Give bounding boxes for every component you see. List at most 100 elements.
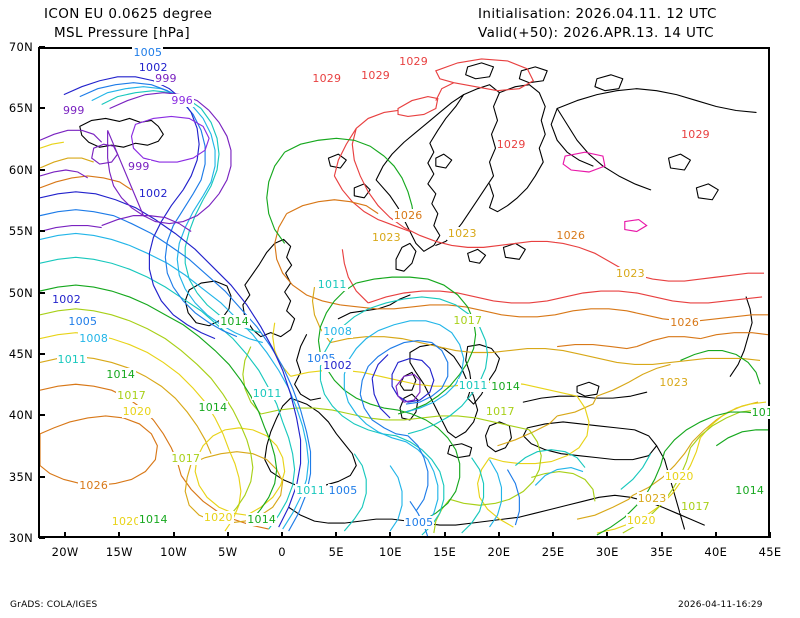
- contour-value-label: 999: [61, 103, 86, 117]
- y-axis-tick-mark: [39, 107, 45, 110]
- contour-value-label: 1026: [555, 229, 587, 243]
- x-axis-tick-mark: [497, 532, 500, 538]
- contour-value-label: 1008: [322, 324, 354, 338]
- field-title: MSL Pressure [hPa]: [54, 25, 191, 41]
- initialisation-time: Initialisation: 2026.04.11. 12 UTC: [478, 6, 717, 22]
- contour-value-label: 1017: [452, 313, 484, 327]
- contour-value-label: 1023: [615, 267, 646, 281]
- x-axis-tick-label: 15W: [105, 545, 133, 559]
- contour-value-label: 1017: [170, 452, 202, 466]
- x-axis-tick-mark: [552, 532, 555, 538]
- contour-value-label: 1005: [327, 484, 359, 498]
- y-axis-tick-mark: [39, 475, 45, 478]
- x-axis-tick-label: 40E: [704, 545, 728, 559]
- generation-timestamp: 2026-04-11-16:29: [678, 600, 763, 610]
- contour-value-label: 1005: [67, 314, 99, 328]
- contour-value-label: 1029: [398, 54, 429, 68]
- y-axis-tick-mark: [39, 537, 45, 539]
- contour-value-label: 1014: [105, 367, 137, 381]
- x-axis-tick-label: 5E: [328, 545, 344, 559]
- contour-value-label: 1005: [403, 516, 435, 530]
- y-axis-tick-label: 40N: [8, 408, 33, 423]
- x-axis-tick-label: 35E: [650, 545, 673, 559]
- contour-value-label: 1026: [392, 209, 424, 223]
- contour-value-label: 1029: [360, 69, 391, 83]
- contour-value-label: 1020: [121, 404, 153, 418]
- contour-value-label: 1014: [197, 400, 229, 414]
- contour-value-label: 1017: [680, 500, 711, 514]
- contour-value-label: 1002: [51, 292, 82, 306]
- contour-value-label: 1026: [669, 316, 701, 330]
- x-axis-tick-label: 30E: [595, 545, 619, 559]
- x-axis-tick-label: 45E: [758, 545, 782, 559]
- contour-value-label: 999: [127, 160, 151, 174]
- y-axis-tick-mark: [39, 352, 45, 355]
- x-axis-tick-mark: [118, 532, 121, 538]
- contour-value-label: 1023: [636, 491, 668, 505]
- x-axis-tick-mark: [660, 532, 663, 538]
- y-axis-tick-mark: [39, 230, 45, 233]
- producer-credit: GrADS: COLA/IGES: [10, 600, 98, 610]
- y-axis-tick-mark: [39, 46, 45, 48]
- contour-value-label: 1011: [56, 353, 88, 366]
- contour-value-label: 1011: [251, 387, 283, 401]
- contour-value-label: 1005: [132, 47, 164, 60]
- x-axis-tick-label: 25E: [541, 545, 565, 559]
- contour-value-label: 1014: [137, 512, 169, 526]
- contour-value-label: 1026: [78, 479, 110, 493]
- y-axis-tick-mark: [39, 291, 45, 294]
- x-axis-tick-label: 15E: [433, 545, 457, 559]
- pressure-contour-map: [40, 58, 768, 536]
- contour-value-label: 1002: [322, 359, 354, 373]
- contour-value-label: 1029: [495, 138, 527, 152]
- y-axis-tick-label: 50N: [8, 285, 33, 300]
- contour-value-label: 1020: [110, 515, 142, 529]
- map-plot-area: [38, 47, 770, 538]
- x-axis-tick-mark: [769, 532, 771, 538]
- contour-value-label: 1023: [446, 226, 478, 240]
- contour-value-label: 1002: [137, 187, 169, 201]
- contour-value-label: 1008: [78, 332, 110, 346]
- contour-value-label: 999: [154, 71, 178, 85]
- contour-value-label: 1023: [371, 231, 402, 245]
- contour-value-label: 1029: [680, 128, 711, 142]
- y-axis-tick-label: 70N: [8, 40, 33, 54]
- x-axis-tick-label: 5W: [218, 545, 238, 559]
- x-axis-tick-label: 10W: [160, 545, 187, 559]
- y-axis-tick-label: 35N: [8, 469, 33, 484]
- contour-value-label: 1011: [295, 484, 326, 498]
- contour-value-label: 1017: [116, 388, 147, 402]
- contour-value-label: 1014: [734, 484, 766, 498]
- y-axis-tick-mark: [39, 168, 45, 171]
- contour-value-label: 1029: [311, 71, 343, 85]
- contour-value-label: 1020: [663, 469, 695, 483]
- contour-value-label: 1014: [750, 405, 770, 419]
- x-axis-tick-mark: [606, 532, 609, 538]
- valid-time: Valid(+50): 2026.APR.13. 14 UTC: [478, 25, 715, 41]
- y-axis-tick-label: 60N: [8, 162, 33, 177]
- contour-value-label: 1023: [658, 376, 690, 390]
- y-axis-tick-label: 30N: [8, 531, 33, 545]
- contour-value-label: 1002: [137, 60, 169, 74]
- y-axis-tick-label: 65N: [8, 101, 33, 116]
- contour-value-label: 1014: [219, 314, 250, 328]
- contour-layer: [40, 58, 768, 536]
- contour-value-label: 1020: [625, 513, 657, 527]
- y-axis-tick-label: 55N: [8, 224, 33, 239]
- x-axis-tick-mark: [172, 532, 175, 538]
- x-axis-tick-mark: [389, 532, 392, 538]
- y-axis-tick-label: 45N: [8, 346, 33, 361]
- x-axis-tick-label: 20E: [487, 545, 511, 559]
- contour-value-label: 1014: [490, 380, 522, 394]
- contour-value-label: 1014: [246, 512, 278, 526]
- model-title: ICON EU 0.0625 degree: [44, 6, 213, 22]
- x-axis-tick-mark: [64, 532, 67, 538]
- x-axis-tick-mark: [335, 532, 338, 538]
- y-axis-tick-mark: [39, 414, 45, 417]
- x-axis-tick-mark: [226, 532, 229, 538]
- x-axis-tick-label: 10E: [379, 545, 402, 559]
- x-axis-tick-label: 0: [278, 545, 286, 559]
- x-axis-tick-mark: [281, 532, 283, 538]
- x-axis-tick-label: 20W: [51, 545, 79, 559]
- contour-value-label: 1020: [202, 511, 234, 525]
